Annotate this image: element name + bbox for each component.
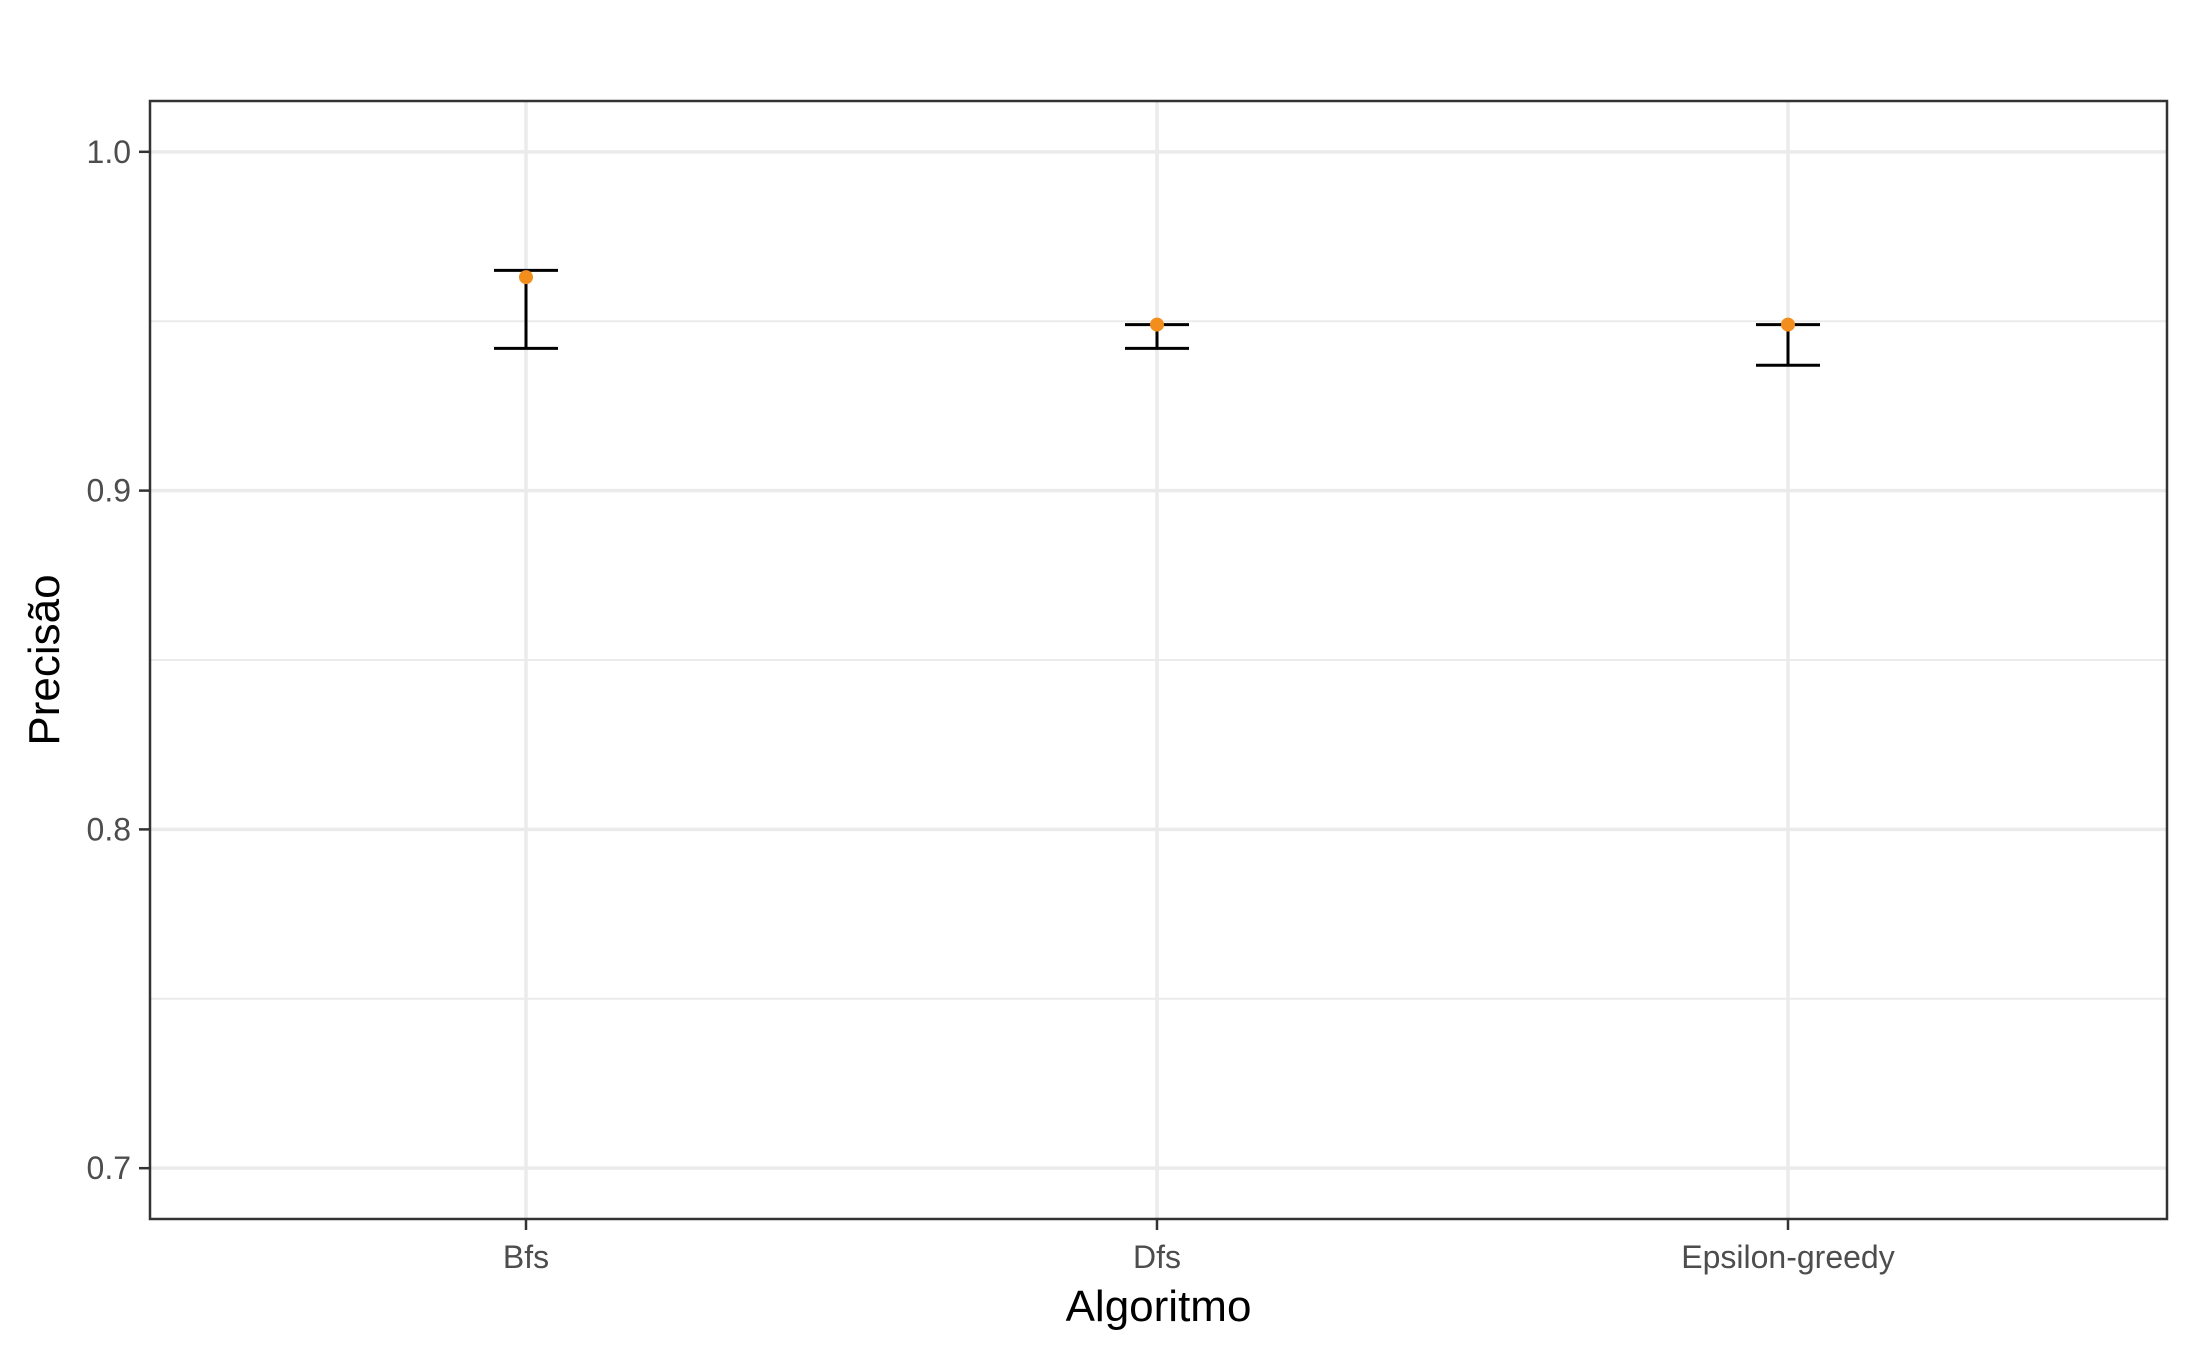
tick-labels: 0.7 0.8 0.9 1.0 Bfs Dfs Epsilon-greedy — [87, 134, 1895, 1275]
data-point — [1150, 317, 1164, 332]
axis-ticks — [139, 150, 1790, 1230]
x-tick-label: Bfs — [503, 1239, 549, 1275]
points — [519, 270, 1795, 332]
data-point — [1781, 317, 1795, 332]
data-point — [519, 270, 533, 285]
y-tick-label: 1.0 — [87, 134, 131, 170]
panel-border — [148, 99, 2169, 1221]
x-tick-label: Dfs — [1133, 1239, 1181, 1275]
x-axis-title: Algoritmo — [1066, 1282, 1252, 1331]
y-tick-label: 0.9 — [87, 473, 131, 509]
y-tick-label: 0.8 — [87, 811, 131, 847]
x-tick-label: Epsilon-greedy — [1681, 1239, 1894, 1275]
grid-major — [150, 101, 2167, 1219]
y-tick-label: 0.7 — [87, 1150, 131, 1186]
y-axis-title: Precisão — [20, 574, 69, 745]
